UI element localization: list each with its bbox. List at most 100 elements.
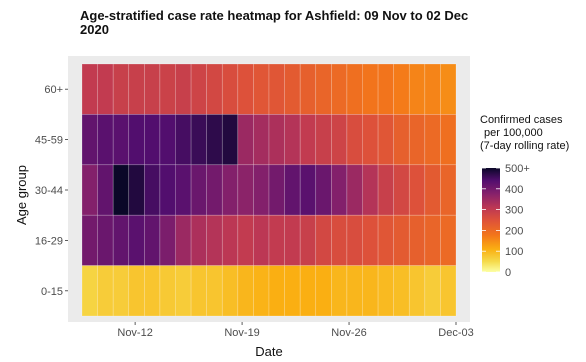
heatmap-cell	[144, 114, 161, 166]
y-tick-label: 16-29	[35, 235, 63, 247]
heatmap-cell	[284, 63, 301, 115]
heatmap-cell	[315, 265, 332, 317]
heatmap-cell	[362, 265, 379, 317]
heatmap-cell	[112, 265, 130, 317]
heatmap-cell	[144, 164, 161, 216]
heatmap-cell	[331, 63, 348, 115]
heatmap-cell	[175, 114, 192, 166]
legend-tick-label: 0	[505, 267, 511, 279]
heatmap-cell	[253, 265, 270, 317]
heatmap-cell	[362, 63, 379, 115]
legend-colorbar	[482, 168, 500, 272]
legend-ticks: 0 100 200 300 400 500+	[482, 163, 530, 279]
heatmap-cell	[377, 265, 394, 317]
heatmap-cell	[112, 114, 130, 166]
heatmap-cell	[206, 63, 223, 115]
heatmap-cell	[440, 164, 457, 216]
x-axis-title: Date	[255, 344, 282, 359]
heatmap-cell	[81, 114, 98, 166]
heatmap-cell	[97, 114, 114, 166]
heatmap-cell	[159, 114, 176, 166]
legend-title-line-1: Confirmed cases	[480, 114, 563, 126]
heatmap-cell	[408, 63, 426, 115]
legend-title-line-2: per 100,000	[484, 127, 543, 139]
heatmap-cell	[331, 164, 348, 216]
heatmap-cell	[190, 114, 207, 166]
heatmap-cell	[253, 214, 270, 266]
heatmap-cell	[331, 265, 348, 317]
y-tick-label: 30-44	[35, 185, 63, 197]
heatmap-cell	[206, 214, 223, 266]
heatmap-cell	[237, 265, 254, 317]
heatmap-cell	[393, 265, 410, 317]
heatmap-cell	[377, 114, 394, 166]
heatmap-cell	[97, 164, 114, 216]
heatmap-cell	[408, 164, 426, 216]
chart-title-line-1: Age-stratified case rate heatmap for Ash…	[80, 8, 468, 23]
heatmap-cell	[81, 164, 98, 216]
x-tick-label: Nov-12	[117, 327, 152, 339]
heatmap-cell	[315, 114, 332, 166]
y-tick-label: 45-59	[35, 135, 63, 147]
heatmap-cell	[268, 164, 285, 216]
heatmap-cell	[237, 214, 254, 266]
heatmap-cell	[97, 214, 114, 266]
heatmap-cell	[190, 164, 207, 216]
heatmap-cell	[221, 114, 239, 166]
heatmap-cell	[144, 214, 161, 266]
heatmap-cell	[81, 63, 98, 115]
heatmap-cell	[315, 164, 332, 216]
heatmap-cell	[284, 164, 301, 216]
heatmap-cell	[221, 265, 239, 317]
heatmap-cell	[221, 214, 239, 266]
heatmap-cell	[190, 265, 207, 317]
heatmap-cell	[299, 214, 317, 266]
heatmap-cell	[424, 265, 441, 317]
x-tick-label: Dec-03	[438, 327, 473, 339]
heatmap-cell	[144, 265, 161, 317]
heatmap-cell	[206, 114, 223, 166]
heatmap-cell	[159, 214, 176, 266]
y-tick-label: 0-15	[41, 286, 63, 298]
heatmap-cell	[97, 63, 114, 115]
heatmap-cell	[175, 63, 192, 115]
heatmap-cell	[159, 164, 176, 216]
heatmap-cell	[393, 164, 410, 216]
heatmap-cell	[237, 164, 254, 216]
legend-title-line-3: (7-day rolling rate)	[480, 140, 569, 152]
heatmap-cell	[268, 265, 285, 317]
heatmap-cell	[175, 214, 192, 266]
heatmap-cell	[237, 63, 254, 115]
heatmap-cell	[393, 114, 410, 166]
heatmap-cell	[237, 114, 254, 166]
y-axis-title: Age group	[14, 165, 29, 225]
color-legend: Confirmed cases per 100,000 (7-day rolli…	[480, 114, 569, 279]
heatmap-cell	[128, 63, 145, 115]
heatmap-cell	[362, 164, 379, 216]
heatmap-cell	[377, 214, 394, 266]
heatmap-cell	[362, 214, 379, 266]
heatmap-cell	[206, 265, 223, 317]
heatmap-cell	[299, 164, 317, 216]
heatmap-cell	[253, 164, 270, 216]
heatmap-cell	[112, 63, 130, 115]
heatmap-cell	[362, 114, 379, 166]
heatmap-cell	[128, 214, 145, 266]
heatmap-cell	[268, 63, 285, 115]
heatmap-cell	[284, 114, 301, 166]
heatmap-cell	[81, 265, 98, 317]
heatmap-cell	[299, 114, 317, 166]
heatmap-cell	[408, 265, 426, 317]
heatmap-cell	[144, 63, 161, 115]
heatmap-cell	[331, 114, 348, 166]
x-axis-ticks: Nov-12 Nov-19 Nov-26 Dec-03	[117, 322, 474, 339]
heatmap-cell	[346, 214, 363, 266]
heatmap-cell	[346, 265, 363, 317]
heatmap-cell	[253, 63, 270, 115]
heatmap-cell	[221, 63, 239, 115]
heatmap-cell	[253, 114, 270, 166]
heatmap-cell	[112, 164, 130, 216]
heatmap-cell	[299, 63, 317, 115]
x-tick-label: Nov-19	[224, 327, 259, 339]
y-tick-label: 60+	[44, 84, 63, 96]
